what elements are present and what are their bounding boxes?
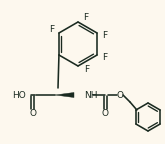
Text: F: F xyxy=(83,14,89,22)
Text: O: O xyxy=(116,90,123,100)
Polygon shape xyxy=(55,92,74,97)
Text: HO: HO xyxy=(12,90,26,100)
Text: O: O xyxy=(102,109,109,119)
Text: F: F xyxy=(49,24,54,34)
Text: F: F xyxy=(102,31,108,39)
Text: NH: NH xyxy=(84,90,98,100)
Text: F: F xyxy=(84,65,90,73)
Text: O: O xyxy=(29,109,36,119)
Text: F: F xyxy=(102,53,108,61)
